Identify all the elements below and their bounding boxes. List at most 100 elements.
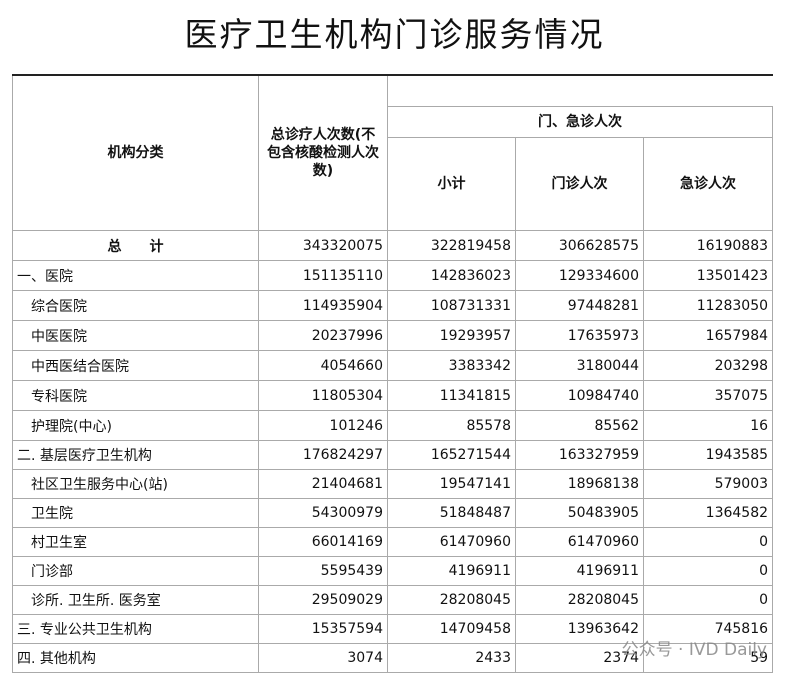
number-cell: 28208045 [387, 585, 516, 615]
label-cell: 卫生院 [12, 498, 259, 528]
number-cell: 3074 [258, 643, 388, 673]
table-row: 村卫生室 66014169 61470960 61470960 0 [12, 527, 774, 557]
number-cell: 16190883 [642, 230, 774, 261]
label-cell: 护理院(中心) [12, 410, 259, 441]
table-row: 专科医院 11805304 11341815 10984740 357075 [12, 380, 774, 411]
header-cell: 机构分类 [12, 74, 259, 231]
number-cell: 176824297 [258, 440, 388, 470]
label-cell: 社区卫生服务中心(站) [12, 469, 259, 499]
table-row: 一、医院 151135110 142836023 129334600 13501423 [12, 260, 774, 291]
header-cell: 小计 [387, 137, 516, 231]
number-cell: 343320075 [258, 230, 388, 261]
number-cell: 2374 [515, 643, 644, 673]
number-cell: 61470960 [515, 527, 644, 557]
number-cell: 5595439 [258, 556, 388, 586]
number-cell: 306628575 [515, 230, 644, 261]
table-row: 护理院(中心) 101246 85578 85562 16 [12, 410, 774, 441]
table: 机构分类 总诊疗人次数(不包含核酸检测人次数) 门、急诊人次 小计 门诊人次 急… [12, 74, 774, 673]
number-cell: 13963642 [515, 614, 644, 644]
number-cell: 4054660 [258, 350, 388, 381]
number-cell: 2433 [387, 643, 516, 673]
number-cell: 11341815 [387, 380, 516, 411]
table-row: 四. 其他机构 3074 2433 2374 59 [12, 643, 774, 673]
number-cell: 142836023 [387, 260, 516, 291]
number-cell: 745816 [642, 614, 774, 644]
number-cell: 85578 [387, 410, 516, 441]
number-cell: 54300979 [258, 498, 388, 528]
number-cell: 17635973 [515, 320, 644, 351]
number-cell: 14709458 [387, 614, 516, 644]
table-row: 卫生院 54300979 51848487 50483905 1364582 [12, 498, 774, 528]
number-cell: 59 [642, 643, 774, 673]
number-cell: 29509029 [258, 585, 388, 615]
number-cell: 165271544 [387, 440, 516, 470]
number-cell: 18968138 [515, 469, 644, 499]
number-cell: 1657984 [642, 320, 774, 351]
number-cell: 66014169 [258, 527, 388, 557]
label-cell: 门诊部 [12, 556, 259, 586]
label-cell: 中西医结合医院 [12, 350, 259, 381]
number-cell: 11283050 [642, 290, 774, 321]
number-cell: 61470960 [387, 527, 516, 557]
header-cell: 门诊人次 [515, 137, 644, 231]
header-cell: 急诊人次 [642, 137, 774, 231]
number-cell: 0 [642, 556, 774, 586]
number-cell: 15357594 [258, 614, 388, 644]
label-cell: 村卫生室 [12, 527, 259, 557]
table-row: 中医医院 20237996 19293957 17635973 1657984 [12, 320, 774, 351]
number-cell: 13501423 [642, 260, 774, 291]
table-row: 门诊部 5595439 4196911 4196911 0 [12, 556, 774, 586]
number-cell: 10984740 [515, 380, 644, 411]
number-cell: 19293957 [387, 320, 516, 351]
number-cell: 1943585 [642, 440, 774, 470]
table-row: 诊所. 卫生所. 医务室 29509029 28208045 28208045 0 [12, 585, 774, 615]
number-cell: 50483905 [515, 498, 644, 528]
header-cell: 门、急诊人次 [386, 106, 774, 138]
label-cell: 四. 其他机构 [12, 643, 259, 673]
number-cell: 151135110 [258, 260, 388, 291]
table-row: 社区卫生服务中心(站) 21404681 19547141 18968138 57900… [12, 469, 774, 499]
number-cell: 3383342 [387, 350, 516, 381]
number-cell: 129334600 [515, 260, 644, 291]
number-cell: 4196911 [515, 556, 644, 586]
number-cell: 16 [642, 410, 774, 441]
number-cell: 51848487 [387, 498, 516, 528]
label-cell: 中医医院 [12, 320, 259, 351]
table-row: 中西医结合医院 4054660 3383342 3180044 203298 [12, 350, 774, 381]
number-cell: 203298 [642, 350, 774, 381]
number-cell: 357075 [642, 380, 774, 411]
label-cell: 综合医院 [12, 290, 259, 321]
header-blank [386, 75, 773, 107]
number-cell: 114935904 [258, 290, 388, 321]
label-cell: 专科医院 [12, 380, 259, 411]
number-cell: 19547141 [387, 469, 516, 499]
title: 医疗卫生机构门诊服务情况 [184, 15, 605, 54]
number-cell: 20237996 [258, 320, 388, 351]
label-cell: 一、医院 [12, 260, 259, 291]
label-cell: 总 计 [12, 230, 259, 261]
label-cell: 二. 基层医疗卫生机构 [12, 440, 259, 470]
number-cell: 85562 [515, 410, 644, 441]
number-cell: 101246 [258, 410, 388, 441]
number-cell: 163327959 [515, 440, 644, 470]
table-row: 二. 基层医疗卫生机构 176824297 165271544 163327959 19… [12, 440, 774, 470]
number-cell: 0 [642, 585, 774, 615]
number-cell: 0 [642, 527, 774, 557]
number-cell: 322819458 [387, 230, 516, 261]
number-cell: 4196911 [387, 556, 516, 586]
table-row: 总 计 343320075 322819458 306628575 16190883 [12, 230, 774, 261]
label-cell: 三. 专业公共卫生机构 [12, 614, 259, 644]
number-cell: 21404681 [258, 469, 388, 499]
number-cell: 108731331 [387, 290, 516, 321]
number-cell: 11805304 [258, 380, 388, 411]
table-row: 综合医院 114935904 108731331 97448281 11283050 [12, 290, 774, 321]
table-row: 三. 专业公共卫生机构 15357594 14709458 13963642 74581… [12, 614, 774, 644]
number-cell: 28208045 [515, 585, 644, 615]
number-cell: 579003 [642, 469, 774, 499]
label-cell: 诊所. 卫生所. 医务室 [12, 585, 259, 615]
number-cell: 97448281 [515, 290, 644, 321]
watermark: 公众号 · IVD Daily [621, 640, 767, 660]
header-cell: 总诊疗人次数(不包含核酸检测人次数) [258, 74, 388, 231]
number-cell: 1364582 [642, 498, 774, 528]
